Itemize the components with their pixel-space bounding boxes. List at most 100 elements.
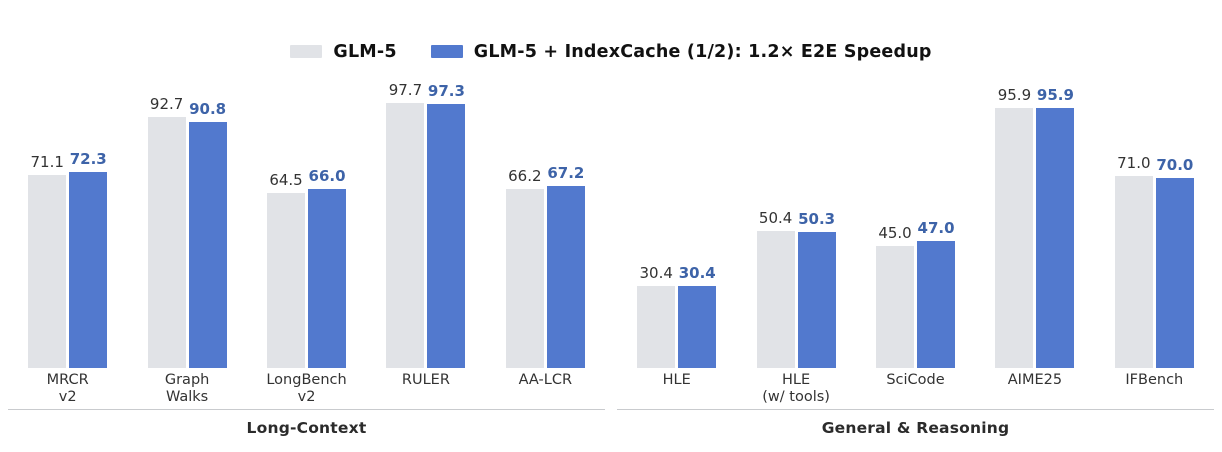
- bar-indexcache: 97.3: [427, 83, 466, 368]
- tick-label: SciCode: [886, 372, 945, 388]
- bar-rect: [637, 286, 676, 368]
- bar-group: 45.0 47.0: [876, 65, 956, 368]
- value-label: 92.7: [149, 95, 184, 113]
- value-label: 30.4: [639, 264, 673, 282]
- category-column: 97.7 97.3 RULER: [366, 65, 485, 409]
- bar-rect: [188, 122, 227, 368]
- bar-rect: [1114, 176, 1153, 368]
- categories-row: 30.4 30.4 HLE 50.4 50.3 HLE (w/ tools) 45.0 47.0…: [617, 65, 1214, 409]
- axis-line: [617, 409, 1214, 410]
- bar-rect: [756, 231, 795, 368]
- bar-glm5: 92.7: [147, 96, 186, 368]
- bar-rect: [505, 189, 544, 368]
- category-column: 30.4 30.4 HLE: [617, 65, 736, 409]
- bar-glm5: 97.7: [386, 82, 425, 368]
- bar-glm5: 71.1: [28, 154, 67, 368]
- bar-rect: [69, 172, 108, 368]
- category-column: 64.5 66.0 LongBench v2: [247, 65, 366, 409]
- categories-row: 71.1 72.3 MRCR v2 92.7 90.8 Graph Walks 64.5 66.0…: [8, 65, 605, 409]
- value-label: 90.8: [189, 100, 227, 118]
- value-label: 45.0: [878, 224, 912, 242]
- bar-indexcache: 70.0: [1155, 157, 1194, 368]
- category-column: 92.7 90.8 Graph Walks: [127, 65, 246, 409]
- tick-label: HLE: [662, 372, 691, 388]
- bar-rect: [267, 193, 306, 368]
- legend-swatch-glm5: [290, 45, 323, 58]
- bar-group: 50.4 50.3: [756, 65, 836, 368]
- bar-rect: [917, 241, 956, 368]
- tick-label: IFBench: [1125, 372, 1184, 388]
- bar-rect: [995, 108, 1034, 368]
- bar-indexcache: 90.8: [188, 101, 227, 368]
- value-label: 66.2: [508, 167, 542, 185]
- value-label: 95.9: [997, 86, 1032, 104]
- bar-rect: [678, 286, 717, 368]
- bar-rect: [386, 103, 425, 368]
- bar-rect: [308, 189, 347, 368]
- value-label: 64.5: [269, 171, 303, 189]
- bar-indexcache: 50.3: [797, 211, 836, 368]
- bar-glm5: 45.0: [876, 225, 915, 368]
- tick-label: AA-LCR: [518, 372, 573, 388]
- bar-rect: [797, 232, 836, 368]
- value-label: 71.1: [30, 153, 64, 171]
- bar-indexcache: 66.0: [308, 168, 347, 368]
- bar-glm5: 66.2: [505, 168, 544, 368]
- legend-swatch-indexcache: [430, 45, 463, 58]
- bar-glm5: 30.4: [637, 265, 676, 368]
- value-label: 50.4: [758, 209, 793, 227]
- category-column: 66.2 67.2 AA-LCR: [486, 65, 605, 409]
- value-label: 30.4: [678, 264, 716, 282]
- value-label: 97.7: [388, 81, 423, 99]
- bar-rect: [427, 104, 466, 368]
- category-column: 95.9 95.9 AIME25: [975, 65, 1094, 409]
- bar-rect: [1036, 108, 1075, 368]
- value-label: 47.0: [917, 219, 955, 237]
- bar-rect: [876, 246, 915, 368]
- legend-item-indexcache: GLM-5 + IndexCache (1/2): 1.2× E2E Speed…: [430, 42, 932, 62]
- chart-panel: 30.4 30.4 HLE 50.4 50.3 HLE (w/ tools) 45.0 47.0…: [617, 65, 1214, 437]
- legend-label-glm5: GLM-5: [333, 41, 397, 62]
- bar-indexcache: 47.0: [917, 220, 956, 368]
- category-column: 45.0 47.0 SciCode: [856, 65, 975, 409]
- bar-glm5: 50.4: [756, 210, 795, 368]
- value-label: 97.3: [427, 82, 465, 100]
- bar-group: 71.1 72.3: [28, 65, 108, 368]
- bar-group: 66.2 67.2: [505, 65, 585, 368]
- category-column: 71.0 70.0 IFBench: [1095, 65, 1214, 409]
- group-title: Long-Context: [246, 419, 367, 437]
- value-label: 95.9: [1036, 86, 1074, 104]
- tick-label: Graph Walks: [164, 372, 210, 405]
- bar-indexcache: 95.9: [1036, 87, 1075, 368]
- bar-rect: [546, 186, 585, 368]
- bar-indexcache: 67.2: [546, 165, 585, 368]
- value-label: 67.2: [547, 164, 585, 182]
- value-label: 66.0: [308, 167, 346, 185]
- axis-line: [8, 409, 605, 410]
- bar-group: 71.0 70.0: [1114, 65, 1194, 368]
- tick-label: LongBench v2: [266, 372, 347, 405]
- value-label: 50.3: [798, 210, 836, 228]
- group-title: General & Reasoning: [821, 419, 1010, 437]
- bar-group: 30.4 30.4: [637, 65, 717, 368]
- bar-glm5: 64.5: [267, 172, 306, 368]
- legend: GLM-5 GLM-5 + IndexCache (1/2): 1.2× E2E…: [0, 0, 1222, 65]
- bar-glm5: 71.0: [1114, 155, 1153, 368]
- legend-item-glm5: GLM-5: [290, 41, 397, 62]
- bar-group: 97.7 97.3: [386, 65, 466, 368]
- bar-group: 95.9 95.9: [995, 65, 1075, 368]
- bar-indexcache: 72.3: [69, 151, 108, 368]
- tick-label: AIME25: [1007, 372, 1063, 388]
- bar-rect: [28, 175, 67, 368]
- chart-panel: 71.1 72.3 MRCR v2 92.7 90.8 Graph Walks 64.5 66.0…: [8, 65, 605, 437]
- bar-group: 92.7 90.8: [147, 65, 227, 368]
- tick-label: HLE (w/ tools): [762, 372, 830, 405]
- bar-rect: [1155, 178, 1194, 368]
- category-column: 50.4 50.3 HLE (w/ tools): [736, 65, 855, 409]
- value-label: 71.0: [1117, 154, 1151, 172]
- bar-rect: [147, 117, 186, 368]
- bar-glm5: 95.9: [995, 87, 1034, 368]
- value-label: 70.0: [1156, 156, 1194, 174]
- tick-label: RULER: [401, 372, 450, 388]
- category-column: 71.1 72.3 MRCR v2: [8, 65, 127, 409]
